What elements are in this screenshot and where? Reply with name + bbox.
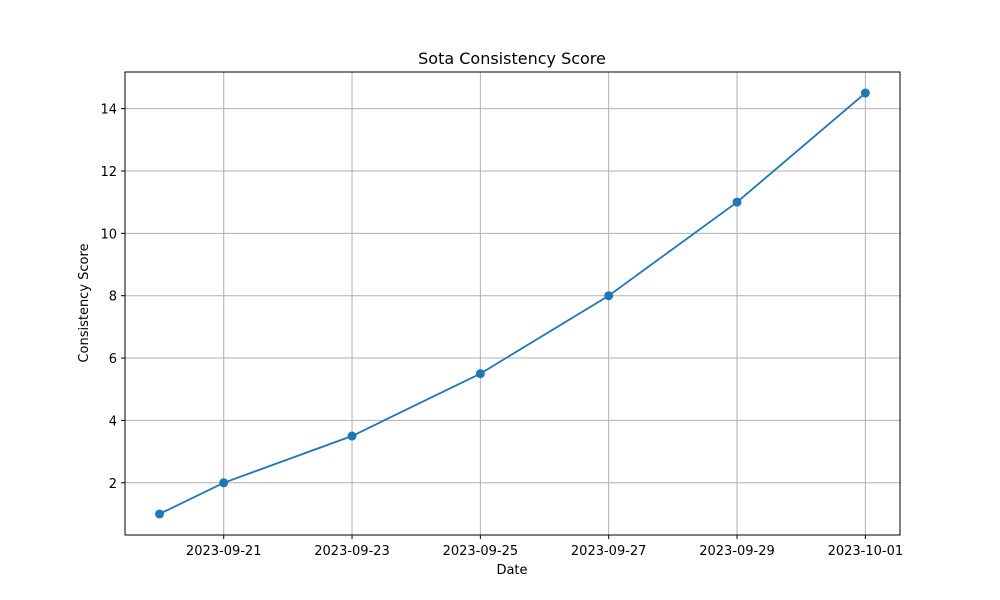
data-point[interactable] (219, 478, 229, 488)
chart-title: Sota Consistency Score (418, 49, 606, 68)
data-point[interactable] (860, 88, 870, 98)
x-tick-label: 2023-09-23 (314, 544, 390, 559)
plot-frame (124, 71, 901, 536)
series-layer (155, 88, 870, 519)
y-tick-label: 14 (100, 103, 117, 118)
y-tick-label: 12 (100, 165, 117, 180)
y-tick-label: 4 (109, 414, 117, 429)
grid (125, 72, 900, 535)
x-tick-label: 2023-10-01 (828, 544, 904, 559)
y-tick-label: 6 (109, 352, 117, 367)
y-tick-label: 8 (109, 290, 117, 305)
data-point[interactable] (604, 291, 614, 301)
x-tick-label: 2023-09-27 (571, 544, 647, 559)
axes: 2023-09-21 2023-09-23 2023-09-25 2023-09-27… (100, 71, 904, 559)
data-point[interactable] (732, 197, 742, 207)
data-point[interactable] (155, 509, 165, 519)
y-tick-label: 2 (109, 477, 117, 492)
x-tick-label: 2023-09-25 (443, 544, 519, 559)
data-point[interactable] (347, 431, 357, 441)
y-tick-label: 10 (100, 227, 117, 242)
x-tick-label: 2023-09-21 (186, 544, 262, 559)
x-tick-label: 2023-09-29 (699, 544, 775, 559)
data-point[interactable] (475, 369, 485, 379)
y-axis-title: Consistency Score (77, 243, 92, 362)
x-axis-title: Date (496, 563, 527, 578)
series-line (159, 92, 866, 515)
